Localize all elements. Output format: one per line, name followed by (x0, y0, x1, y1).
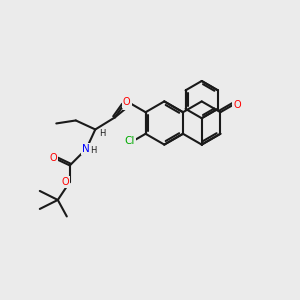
Text: O: O (50, 153, 57, 163)
Text: Cl: Cl (125, 136, 135, 146)
Text: H: H (91, 146, 97, 155)
Text: N: N (82, 144, 90, 154)
Text: O: O (233, 100, 241, 110)
Text: H: H (100, 129, 106, 138)
Text: O: O (62, 177, 69, 187)
Text: O: O (124, 99, 131, 109)
Text: O: O (123, 97, 130, 107)
